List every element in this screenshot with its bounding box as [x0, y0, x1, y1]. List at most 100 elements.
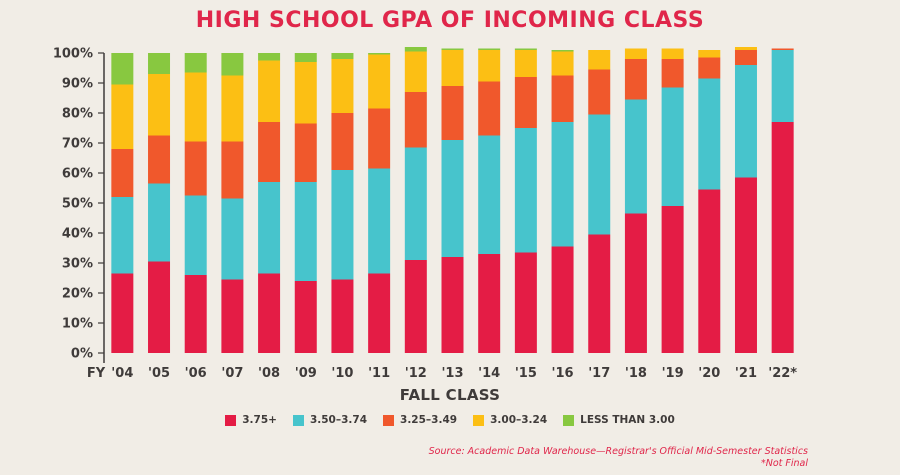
- bar-segment: [221, 141, 244, 199]
- legend-item: 3.00–3.24: [473, 414, 547, 426]
- bar-segment: [294, 53, 317, 62]
- x-tick-label: '10: [331, 366, 353, 381]
- legend-swatch: [292, 414, 304, 426]
- bar-segment: [184, 141, 207, 196]
- bar-segment: [368, 273, 391, 353]
- legend-item: 3.75+: [225, 414, 277, 426]
- bar-segment: [111, 273, 134, 353]
- bar-segment: [148, 261, 171, 353]
- bar-segment: [478, 81, 501, 136]
- x-tick-label: '15: [515, 366, 537, 381]
- bar-segment: [404, 147, 427, 260]
- legend-label: 3.75+: [242, 414, 277, 426]
- bar-segment: [551, 122, 574, 247]
- bar-segment: [588, 114, 611, 235]
- bar-segment: [331, 59, 354, 113]
- x-tick-label: '11: [368, 366, 390, 381]
- bar-segment: [771, 122, 794, 353]
- bar-segment: [734, 47, 757, 50]
- x-tick-label: '19: [662, 366, 684, 381]
- bar-segment: [661, 48, 684, 59]
- bar-segment: [111, 149, 134, 197]
- y-tick-label: 60%: [62, 167, 93, 182]
- bar-segment: [441, 257, 464, 353]
- legend-label: 3.50–3.74: [309, 414, 368, 426]
- bar-segment: [294, 281, 317, 353]
- y-tick-label: 50%: [62, 197, 93, 212]
- bar-segment: [661, 59, 684, 88]
- bar-segment: [258, 182, 281, 274]
- bar-segment: [148, 74, 171, 136]
- footnote-text: *Not Final: [761, 458, 808, 469]
- bar-segment: [148, 53, 171, 74]
- bar-segment: [221, 279, 244, 353]
- bar-segment: [514, 50, 537, 77]
- x-axis-title: FALL CLASS: [399, 386, 501, 404]
- bar-segment: [148, 135, 171, 184]
- y-tick-label: 0%: [71, 347, 93, 362]
- legend-swatch: [383, 414, 395, 426]
- bar-segment: [111, 197, 134, 274]
- bar-segment: [221, 53, 244, 76]
- bar-segment: [734, 65, 757, 178]
- x-tick-label: '05: [148, 366, 170, 381]
- bar-segment: [698, 78, 721, 190]
- bar-segment: [734, 50, 757, 65]
- bar-segment: [368, 53, 391, 55]
- legend-item: 3.50–3.74: [292, 414, 368, 426]
- bar-segment: [184, 195, 207, 275]
- bar-segment: [771, 48, 794, 50]
- bar-segment: [588, 69, 611, 115]
- bar-segment: [478, 135, 501, 254]
- bar-segment: [221, 75, 244, 142]
- legend-swatch: [225, 414, 237, 426]
- x-tick-label: '06: [185, 366, 207, 381]
- x-tick-label: '22*: [768, 366, 797, 381]
- bar-segment: [368, 54, 391, 109]
- bar-segment: [771, 50, 794, 122]
- bar-segment: [661, 87, 684, 206]
- bar-segment: [404, 92, 427, 148]
- bar-segment: [184, 275, 207, 353]
- bar-segment: [331, 113, 354, 170]
- bar-segment: [404, 51, 427, 92]
- bar-segment: [148, 183, 171, 262]
- y-tick-label: 80%: [62, 107, 93, 122]
- legend-label: 3.00–3.24: [490, 414, 548, 426]
- legend-label: 3.25–3.49: [400, 414, 458, 426]
- bar-segment: [551, 50, 574, 52]
- x-tick-label: '14: [478, 366, 500, 381]
- bar-segment: [514, 48, 537, 50]
- x-tick-label: '13: [441, 366, 463, 381]
- y-tick-label: 90%: [62, 77, 93, 92]
- bar-segment: [624, 99, 647, 214]
- x-tick-label: '18: [625, 366, 647, 381]
- bar-segment: [294, 182, 317, 281]
- y-tick-label: 10%: [62, 317, 93, 332]
- x-tick-label: '12: [405, 366, 427, 381]
- y-tick-label: 70%: [62, 137, 93, 152]
- legend-item: LESS THAN 3.00: [563, 414, 675, 426]
- bar-segment: [698, 57, 721, 79]
- bar-segment: [478, 254, 501, 353]
- bar-segment: [624, 59, 647, 100]
- bar-segment: [624, 48, 647, 59]
- bar-segment: [624, 213, 647, 353]
- bar-segment: [258, 273, 281, 353]
- x-tick-label: '07: [221, 366, 243, 381]
- bar-segment: [404, 47, 427, 52]
- bar-segment: [588, 50, 611, 70]
- bar-segment: [184, 72, 207, 142]
- chart-title: HIGH SCHOOL GPA OF INCOMING CLASS: [195, 8, 705, 33]
- bar-segment: [698, 189, 721, 353]
- bar-segment: [441, 86, 464, 140]
- bar-segment: [441, 140, 464, 257]
- bar-segment: [734, 177, 757, 353]
- bar-segment: [258, 60, 281, 122]
- x-axis-prefix: FY: [87, 366, 106, 381]
- legend-label: LESS THAN 3.00: [580, 414, 675, 426]
- bar-segment: [551, 51, 574, 76]
- x-tick-label: '16: [552, 366, 574, 381]
- bar-segment: [111, 84, 134, 149]
- bar-segment: [404, 260, 427, 353]
